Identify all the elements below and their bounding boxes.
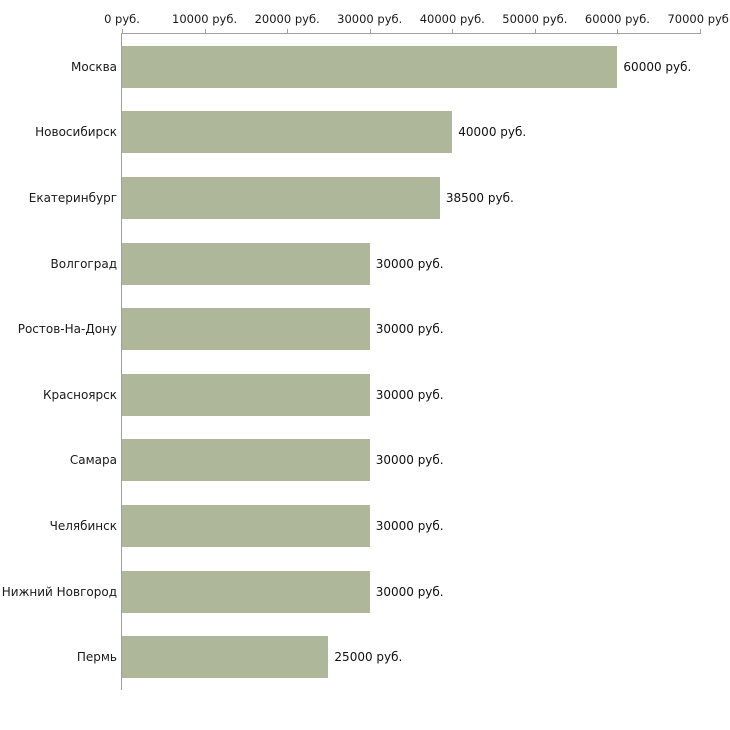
tick-mark [617,29,619,34]
bar [122,439,370,482]
bar [122,373,370,416]
x-tick-label: 40000 руб. [419,12,485,26]
tick-mark [287,29,289,34]
category-label: Красноярск [43,387,117,402]
category-label: Челябинск [49,518,117,533]
x-tick-label: 10000 руб. [172,12,238,26]
category-label: Ростов-На-Дону [17,322,117,337]
value-label: 40000 руб. [458,125,527,140]
bar [122,570,370,613]
tick-mark [369,29,371,34]
bar [122,242,370,285]
bar-row: Новосибирск 40000 руб. [35,100,700,166]
value-label: 30000 руб. [375,256,444,271]
bar [122,45,618,88]
x-tick-label: 0 руб. [104,12,140,26]
bar-row: Москва 60000 руб. [71,34,700,100]
bar [122,308,370,351]
bar [122,176,440,219]
bar-row: Самара 30000 руб. [70,428,700,494]
category-label: Новосибирск [35,125,117,140]
bars: Москва 60000 руб. Новосибирск 40000 руб. Ека… [2,34,700,690]
category-label: Самара [69,453,117,468]
bar [122,636,329,679]
tick-mark [122,29,123,34]
bar-row: Нижний Новгород 30000 руб. [2,559,700,625]
category-label: Москва [71,59,117,74]
value-label: 30000 руб. [375,387,444,402]
tick-mark [204,29,206,34]
value-label: 30000 руб. [375,453,444,468]
bar-row: Красноярск 30000 руб. [43,362,700,428]
bar-row: Ростов-На-Дону 30000 руб. [18,296,700,362]
tick-mark [534,29,536,34]
x-tick-label: 70000 руб. [667,12,730,26]
bar-row: Волгоград 30000 руб. [51,231,700,297]
x-tick-label: 20000 руб. [254,12,320,26]
tick-mark [700,29,701,34]
category-label: Волгоград [50,256,117,271]
bar-row: Челябинск 30000 руб. [50,493,700,559]
x-tick-label: 30000 руб. [337,12,403,26]
value-label: 25000 руб. [334,650,403,665]
bar [122,504,370,547]
bar-row: Екатеринбург 38500 руб. [29,165,700,231]
category-label: Пермь [76,650,117,665]
value-label: 38500 руб. [445,190,514,205]
category-label: Екатеринбург [28,190,117,205]
x-tick-label: 60000 руб. [584,12,650,26]
value-label: 30000 руб. [375,322,444,337]
plot-area: 0 руб. 10000 руб. 20000 руб. 30000 руб. 4000… [2,12,730,690]
tick-mark [452,29,454,34]
category-label: Нижний Новгород [1,584,117,599]
bar-row: Пермь 25000 руб. [77,624,700,690]
value-label: 30000 руб. [375,518,444,533]
x-tick-label: 50000 руб. [502,12,568,26]
value-label: 60000 руб. [623,59,692,74]
bar [122,111,453,154]
value-label: 30000 руб. [375,584,444,599]
